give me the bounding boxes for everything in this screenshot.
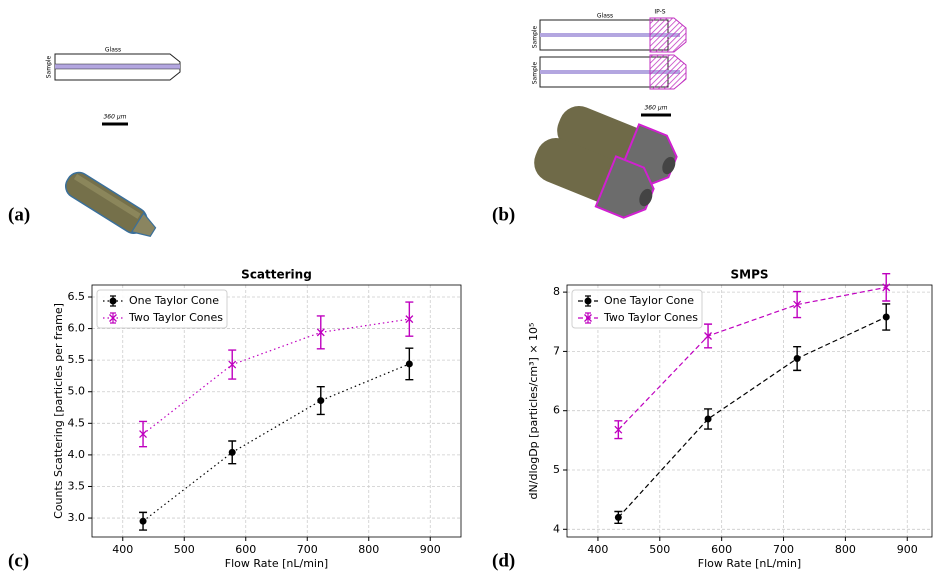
y-axis-label: dN/dlogDp [particles/cm³] × 10⁵ — [527, 323, 540, 500]
marker — [406, 360, 413, 367]
x-tick-label: 900 — [420, 543, 441, 556]
y-tick-label: 4.0 — [68, 448, 86, 461]
x-tick-label: 400 — [112, 543, 133, 556]
legend-label: Two Taylor Cones — [128, 311, 223, 324]
x-tick-label: 800 — [358, 543, 379, 556]
chart-title: SMPS — [730, 268, 768, 282]
panel-label: (b) — [492, 204, 515, 225]
y-tick-label: 6.0 — [68, 322, 86, 335]
y-tick-label: 6.5 — [68, 290, 86, 303]
ip-s-cap — [650, 18, 686, 52]
panel-label: (c) — [8, 550, 29, 571]
scale-label: 360 μm — [103, 114, 126, 121]
y-tick-label: 4.5 — [68, 416, 86, 429]
legend-label: One Taylor Cone — [604, 294, 694, 307]
legend-label: One Taylor Cone — [129, 294, 219, 307]
marker — [110, 298, 117, 305]
x-tick-label: 700 — [297, 543, 318, 556]
scale-label: 360 μm — [644, 105, 667, 112]
y-tick-label: 8 — [553, 285, 560, 298]
marker — [705, 416, 712, 423]
y-tick-label: 6 — [553, 404, 560, 417]
capillary-channel — [55, 64, 180, 69]
x-tick-label: 900 — [897, 543, 918, 556]
legend-label: Two Taylor Cones — [603, 311, 698, 324]
sample-label: Sample — [46, 55, 53, 78]
marker — [883, 314, 890, 321]
x-tick-label: 500 — [174, 543, 195, 556]
marker — [615, 514, 622, 521]
x-tick-label: 500 — [649, 543, 670, 556]
y-tick-label: 7 — [553, 344, 560, 357]
y-tick-label: 3.5 — [68, 479, 86, 492]
x-tick-label: 400 — [587, 543, 608, 556]
y-tick-label: 3.0 — [68, 511, 86, 524]
x-axis-label: Flow Rate [nL/min] — [225, 557, 328, 570]
chart-title: Scattering — [241, 268, 312, 282]
material-label: Glass — [105, 47, 121, 54]
marker — [229, 449, 236, 456]
coating-label: IP-S — [654, 9, 665, 16]
y-tick-label: 5.0 — [68, 385, 86, 398]
x-tick-label: 700 — [773, 543, 794, 556]
x-tick-label: 800 — [835, 543, 856, 556]
panel-label: (a) — [8, 204, 30, 225]
background — [0, 0, 934, 571]
marker — [317, 397, 324, 404]
marker — [794, 355, 801, 362]
y-tick-label: 5 — [553, 463, 560, 476]
y-axis-label: Counts Scattering [particles per frame] — [52, 303, 65, 519]
figure: (a) (b) (c) (d) Glass Sample 360 μm Glas… — [0, 0, 934, 571]
y-tick-label: 5.5 — [68, 353, 86, 366]
sample-label: Sample — [532, 25, 539, 48]
x-axis-label: Flow Rate [nL/min] — [698, 557, 801, 570]
sample-label: Sample — [532, 61, 539, 84]
marker — [140, 518, 147, 525]
marker — [585, 298, 592, 305]
ip-s-cap — [650, 55, 686, 89]
x-tick-label: 600 — [711, 543, 732, 556]
x-tick-label: 600 — [235, 543, 256, 556]
panel-label: (d) — [492, 550, 515, 571]
y-tick-label: 4 — [553, 522, 560, 535]
material-label: Glass — [597, 13, 613, 20]
